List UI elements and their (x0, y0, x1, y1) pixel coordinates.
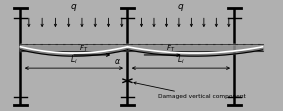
Text: $q$: $q$ (177, 2, 185, 13)
Text: $F_T$: $F_T$ (166, 44, 176, 55)
Polygon shape (127, 47, 263, 56)
Text: $F_T$: $F_T$ (79, 44, 88, 55)
Text: Damaged vertical component: Damaged vertical component (134, 82, 246, 99)
Text: $q$: $q$ (70, 2, 78, 13)
Text: $\alpha$: $\alpha$ (114, 57, 121, 66)
Text: $L_i$: $L_i$ (70, 54, 78, 66)
Polygon shape (20, 47, 127, 56)
Text: $L_i$: $L_i$ (177, 54, 185, 66)
